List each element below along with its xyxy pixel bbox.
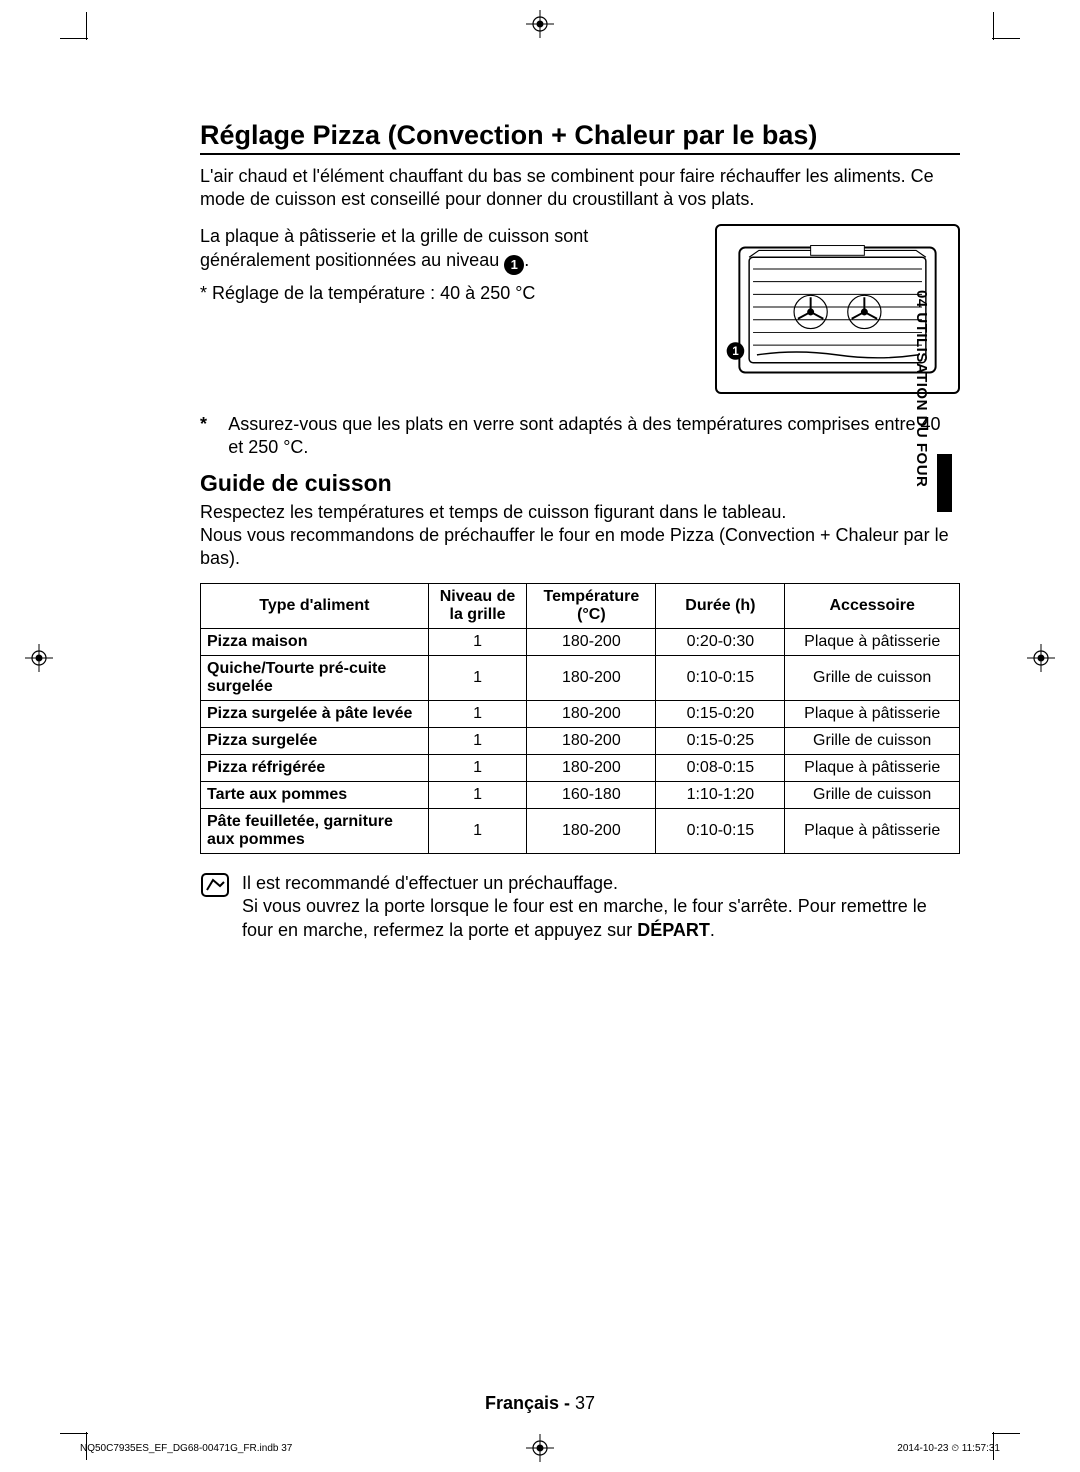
cell-food: Quiche/Tourte pré-cuite surgelée xyxy=(201,655,429,700)
intro-paragraph: L'air chaud et l'élément chauffant du ba… xyxy=(200,165,960,212)
cell-value: 0:15-0:25 xyxy=(656,727,785,754)
registration-mark-icon xyxy=(25,644,53,672)
cell-value: 0:08-0:15 xyxy=(656,754,785,781)
rack-text-part1: La plaque à pâtisserie et la grille de c… xyxy=(200,226,588,270)
temp-range-note: * Réglage de la température : 40 à 250 °… xyxy=(200,281,695,305)
warning-marker: * xyxy=(200,413,220,460)
cell-value: 160-180 xyxy=(527,781,656,808)
cell-value: 1:10-1:20 xyxy=(656,781,785,808)
table-row: Quiche/Tourte pré-cuite surgelée1180-200… xyxy=(201,655,960,700)
crop-mark xyxy=(60,1433,88,1434)
cell-food: Pâte feuilletée, garniture aux pommes xyxy=(201,808,429,853)
cell-value: 0:15-0:20 xyxy=(656,700,785,727)
cell-value: 180-200 xyxy=(527,727,656,754)
crop-mark xyxy=(992,1433,1020,1434)
cell-food: Pizza surgelée xyxy=(201,727,429,754)
guide-heading: Guide de cuisson xyxy=(200,470,960,497)
cell-value: Plaque à pâtisserie xyxy=(785,628,960,655)
crop-mark xyxy=(86,12,87,40)
warning-text: Assurez-vous que les plats en verre sont… xyxy=(228,413,960,460)
print-file: NQ50C7935ES_EF_DG68-00471G_FR.indb 37 xyxy=(80,1443,292,1454)
registration-mark-icon xyxy=(526,10,554,38)
cell-food: Pizza maison xyxy=(201,628,429,655)
print-timestamp: 2014-10-23 ⏲ 11:57:31 xyxy=(897,1443,1000,1454)
cell-value: Plaque à pâtisserie xyxy=(785,700,960,727)
footer-page: 37 xyxy=(575,1393,595,1413)
cell-value: Grille de cuisson xyxy=(785,781,960,808)
note-icon xyxy=(200,872,230,903)
table-row: Pizza réfrigérée1180-2000:08-0:15Plaque … xyxy=(201,754,960,781)
cell-food: Pizza surgelée à pâte levée xyxy=(201,700,429,727)
cell-value: Plaque à pâtisserie xyxy=(785,808,960,853)
crop-mark xyxy=(993,12,994,40)
cell-value: 0:10-0:15 xyxy=(656,655,785,700)
cell-value: 0:10-0:15 xyxy=(656,808,785,853)
note-line2c: . xyxy=(710,920,715,940)
col-duration: Durée (h) xyxy=(656,583,785,628)
svg-text:1: 1 xyxy=(732,345,739,358)
section-tab: 04 UTILISATION DU FOUR xyxy=(913,290,930,487)
cell-value: 1 xyxy=(428,781,527,808)
cell-value: 1 xyxy=(428,655,527,700)
note-line1: Il est recommandé d'effectuer un préchau… xyxy=(242,873,618,893)
cell-value: 180-200 xyxy=(527,700,656,727)
note-depart: DÉPART xyxy=(637,920,710,940)
table-row: Pâte feuilletée, garniture aux pommes118… xyxy=(201,808,960,853)
cell-value: 180-200 xyxy=(527,754,656,781)
footer-lang: Français - xyxy=(485,1393,575,1413)
cell-value: 1 xyxy=(428,727,527,754)
col-food-type: Type d'aliment xyxy=(201,583,429,628)
cooking-table: Type d'aliment Niveau de la grille Tempé… xyxy=(200,583,960,854)
table-header-row: Type d'aliment Niveau de la grille Tempé… xyxy=(201,583,960,628)
registration-mark-icon xyxy=(1027,644,1055,672)
rack-text: La plaque à pâtisserie et la grille de c… xyxy=(200,224,695,305)
guide-paragraph: Respectez les températures et temps de c… xyxy=(200,501,960,571)
cell-value: 180-200 xyxy=(527,808,656,853)
cell-food: Tarte aux pommes xyxy=(201,781,429,808)
glass-warning: * Assurez-vous que les plats en verre so… xyxy=(200,413,960,460)
col-rack-level: Niveau de la grille xyxy=(428,583,527,628)
crop-mark xyxy=(992,38,1020,39)
print-footer: NQ50C7935ES_EF_DG68-00471G_FR.indb 37 20… xyxy=(80,1443,1000,1454)
cell-value: 1 xyxy=(428,628,527,655)
note-text: Il est recommandé d'effectuer un préchau… xyxy=(242,872,960,942)
cell-value: Grille de cuisson xyxy=(785,727,960,754)
level-1-badge: 1 xyxy=(504,255,524,275)
crop-mark xyxy=(60,38,88,39)
cell-food: Pizza réfrigérée xyxy=(201,754,429,781)
note-block: Il est recommandé d'effectuer un préchau… xyxy=(200,872,960,942)
cell-value: Plaque à pâtisserie xyxy=(785,754,960,781)
page: 04 UTILISATION DU FOUR Réglage Pizza (Co… xyxy=(0,0,1080,1472)
rack-row: La plaque à pâtisserie et la grille de c… xyxy=(200,224,960,399)
cell-value: 1 xyxy=(428,808,527,853)
section-tab-marker xyxy=(937,454,952,512)
note-line2a: Si vous ouvrez la porte lorsque le four … xyxy=(242,896,927,939)
cell-value: 1 xyxy=(428,754,527,781)
col-temperature: Température (°C) xyxy=(527,583,656,628)
table-row: Pizza maison1180-2000:20-0:30Plaque à pâ… xyxy=(201,628,960,655)
cell-value: 180-200 xyxy=(527,655,656,700)
rack-text-part2: . xyxy=(524,250,529,270)
cell-value: Grille de cuisson xyxy=(785,655,960,700)
section-heading: Réglage Pizza (Convection + Chaleur par … xyxy=(200,120,960,155)
table-row: Tarte aux pommes1160-1801:10-1:20Grille … xyxy=(201,781,960,808)
table-row: Pizza surgelée1180-2000:15-0:25Grille de… xyxy=(201,727,960,754)
table-row: Pizza surgelée à pâte levée1180-2000:15-… xyxy=(201,700,960,727)
col-accessory: Accessoire xyxy=(785,583,960,628)
cell-value: 0:20-0:30 xyxy=(656,628,785,655)
page-footer: Français - 37 xyxy=(0,1393,1080,1414)
cell-value: 1 xyxy=(428,700,527,727)
cell-value: 180-200 xyxy=(527,628,656,655)
